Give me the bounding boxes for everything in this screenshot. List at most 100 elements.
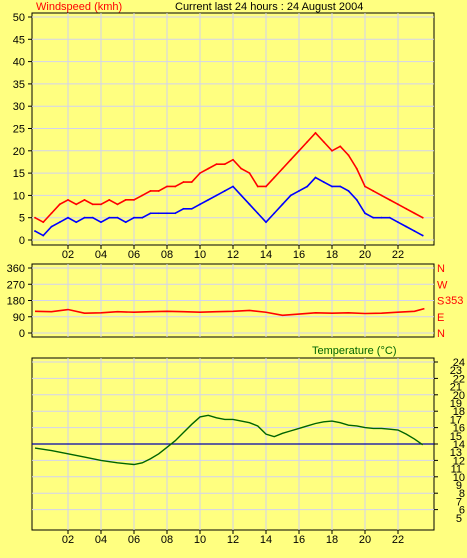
wind-point-speed [355,198,358,201]
direction-y-ticks: 0 90 180 270 360 [7,263,25,340]
temperature-ytick-label-12: 12 [453,455,465,467]
temperature-legend: Temperature (°C) [312,345,396,357]
direction-compass-N: N [437,328,445,340]
wind-point-speed [149,212,152,215]
wind-point-speed [248,203,251,206]
wind-point-speed [207,198,210,201]
wind-point-speed [91,216,94,219]
temperature-y-ticks: 6 8 10 12 14 16 18 20 22 24 5 7 9 11 13 15 17 19 21 23 [450,357,465,525]
wind-panel: 0 5 10 15 20 25 30 35 40 45 50 02 04 06 08 10 12 14 16 18 2… [13,1,435,261]
temperature-ytick-label-9: 9 [456,480,462,492]
temperature-ytick-label-23: 23 [450,365,462,377]
temperature-ytick-label-13: 13 [450,447,462,459]
wind-point-speed [339,185,342,188]
temperature-ytick-label-6: 6 [459,505,465,517]
wind-point-speed [273,212,276,215]
temperature-ytick-label-7: 7 [456,496,462,508]
wind-point-speed [265,221,267,224]
wind-point-speed [256,212,259,215]
temperature-ytick-label-10: 10 [453,472,465,484]
temperature-xtick-label-14: 14 [260,534,272,546]
wind-point-gust [265,185,267,188]
wind-point-gust [339,145,342,148]
wind-series [34,131,424,237]
wind-point-speed [100,221,102,224]
temperature-xtick-label-10: 10 [194,534,206,546]
wind-point-gust [124,198,127,201]
wind-ytick-label-15: 15 [13,168,25,180]
wind-point-gust [314,132,317,134]
direction-ytick-label-90: 90 [13,312,25,324]
temperature-ytick-label-18: 18 [453,406,465,418]
temperature-ytick-label-19: 19 [450,398,462,410]
wind-point-speed [42,234,45,237]
wind-xtick-label-22: 22 [392,249,404,261]
wind-point-gust [67,198,69,201]
wind-y-ticks: 0 5 10 15 20 25 30 35 40 45 50 [13,12,25,247]
temperature-xtick-label-02: 02 [62,534,74,546]
wind-point-speed [314,176,317,179]
wind-point-speed [215,194,218,197]
temperature-xtick-label-18: 18 [326,534,338,546]
wind-xtick-label-10: 10 [194,249,206,261]
wind-point-gust [190,181,193,183]
wind-point-speed [199,203,201,206]
wind-xtick-label-08: 08 [161,249,173,261]
wind-point-gust [42,221,45,224]
wind-xtick-label-18: 18 [326,249,338,261]
wind-point-gust [380,194,383,197]
wind-ytick-label-0: 0 [19,235,25,247]
temperature-x-ticks: 02 04 06 08 10 12 14 16 18 20 22 [62,534,404,546]
temperature-ytick-label-21: 21 [450,382,462,394]
wind-point-gust [364,185,366,188]
wind-point-gust [322,140,325,143]
wind-point-speed [190,207,193,210]
wind-point-speed [232,185,234,188]
wind-point-speed [133,216,135,219]
direction-compass-S: S [437,296,444,308]
wind-point-speed [182,207,185,210]
temperature-ytick-label-8: 8 [459,488,465,500]
wind-point-gust [157,190,160,192]
wind-point-gust [174,185,177,188]
wind-point-speed [240,194,243,197]
wind-point-gust [273,176,276,179]
wind-point-speed [75,221,78,224]
wind-line-speed [34,176,424,237]
wind-xtick-label-16: 16 [293,249,305,261]
temperature-ytick-label-24: 24 [453,357,465,369]
chart-title: Current last 24 hours : 24 August 2004 [175,1,363,13]
wind-point-gust [355,167,358,170]
wind-point-speed [331,185,333,188]
temperature-ytick-label-22: 22 [453,373,465,385]
wind-point-speed [108,216,111,219]
wind-ytick-label-40: 40 [13,57,25,69]
temperature-xtick-label-08: 08 [161,534,173,546]
wind-point-gust [141,194,144,197]
direction-ytick-label-360: 360 [7,263,25,275]
wind-ytick-label-50: 50 [13,12,25,24]
wind-point-speed [166,212,168,215]
wind-point-speed [388,216,391,219]
temperature-xtick-label-16: 16 [293,534,305,546]
wind-xtick-label-14: 14 [260,249,272,261]
wind-point-speed [124,221,127,224]
wind-point-gust [75,203,78,206]
temperature-line [34,414,424,466]
wind-point-speed [141,216,144,219]
wind-x-ticks: 02 04 06 08 10 12 14 16 18 20 22 [62,249,404,261]
wind-point-gust [298,149,300,152]
wind-point-gust [347,154,350,157]
wind-ytick-label-35: 35 [13,79,25,91]
wind-point-speed [67,216,69,219]
temperature-xtick-label-04: 04 [95,534,107,546]
temperature-xtick-label-06: 06 [128,534,140,546]
wind-point-gust [83,198,86,201]
wind-point-speed [116,216,119,219]
wind-point-speed [306,185,309,188]
wind-point-gust [91,203,94,206]
